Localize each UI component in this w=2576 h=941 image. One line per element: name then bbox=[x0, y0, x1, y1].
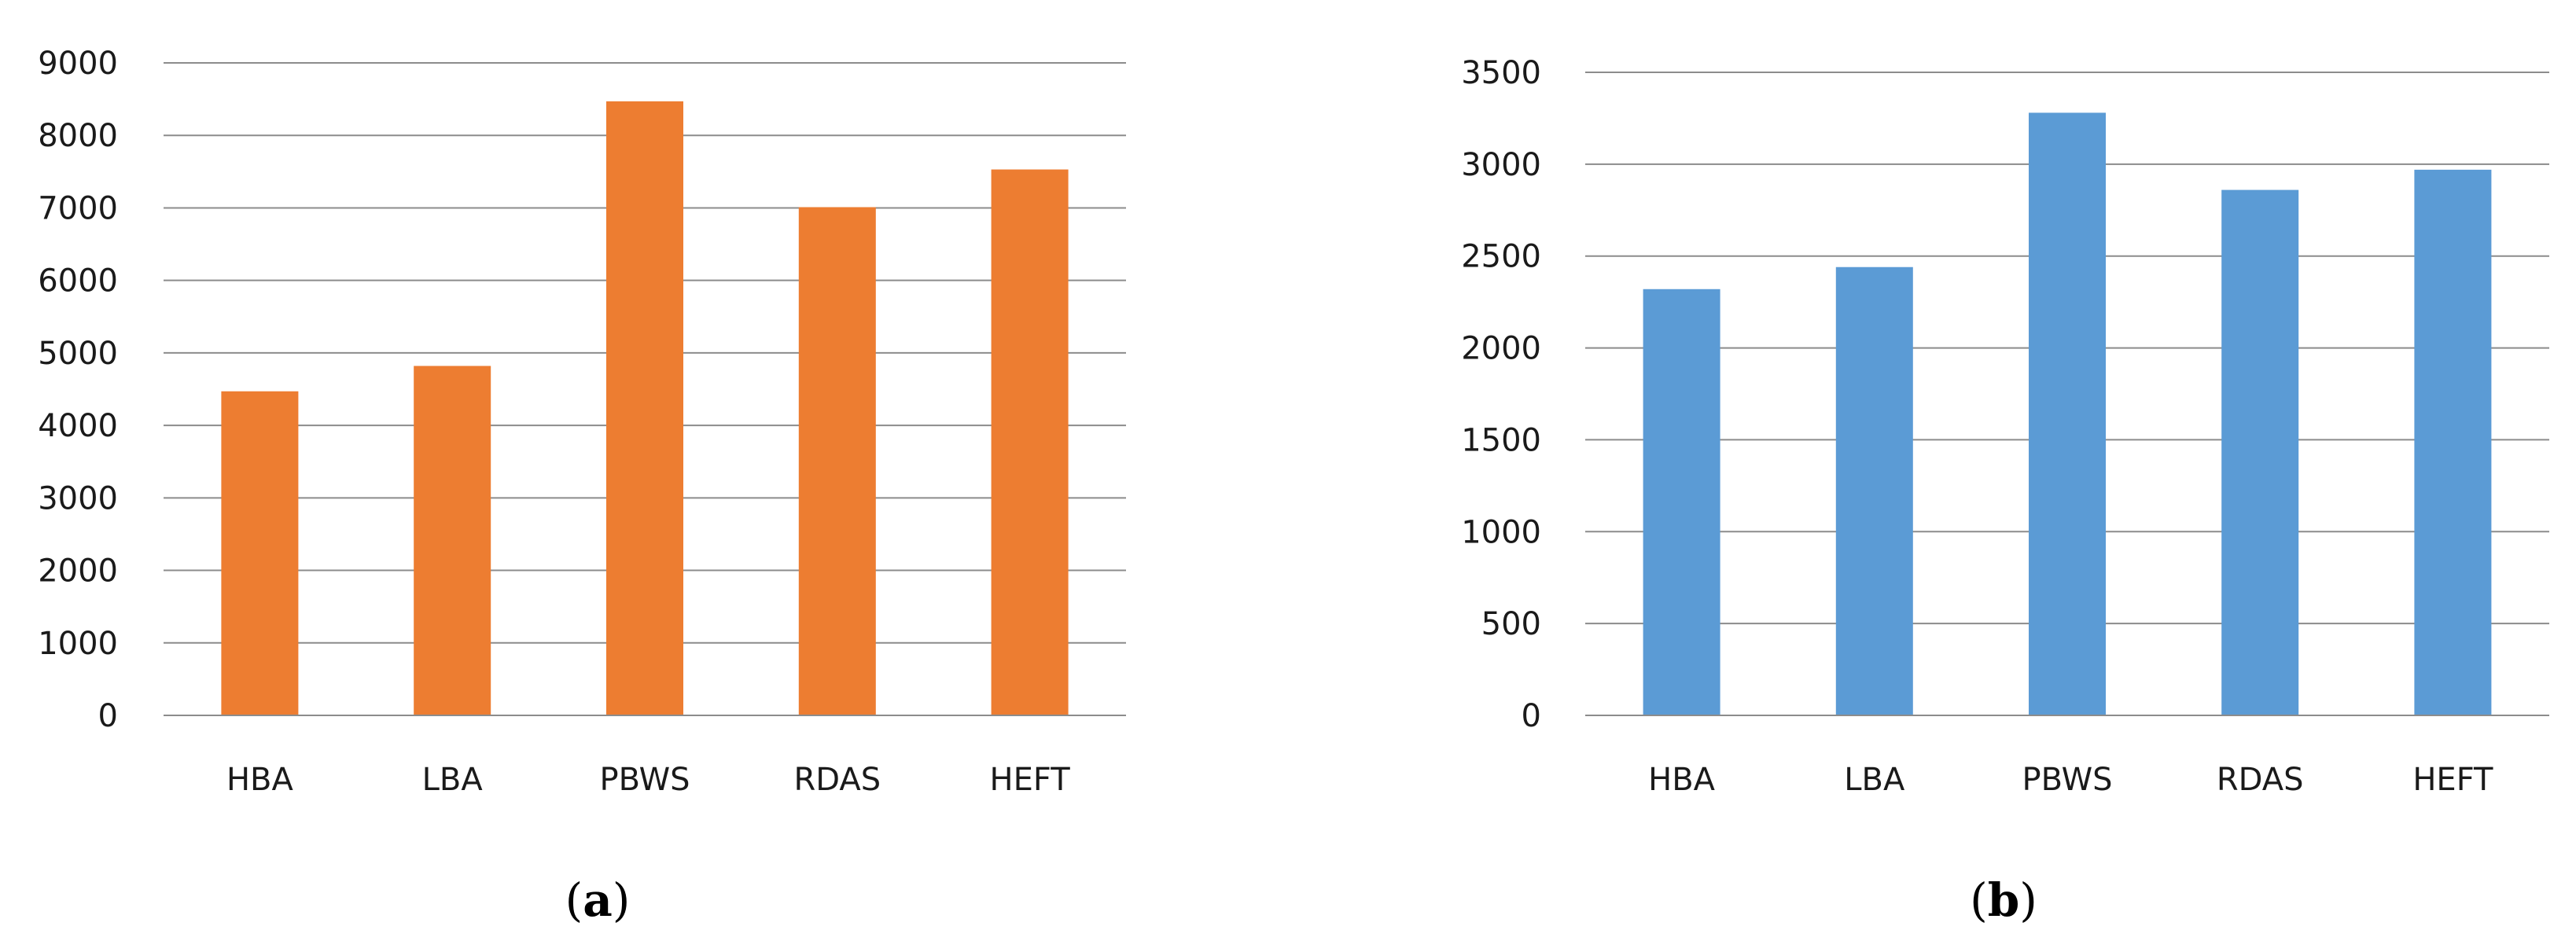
y-tick-labels: 0 500 1000 1500 2000 2500 3000 3500 bbox=[1461, 55, 1541, 734]
bars bbox=[221, 101, 1069, 716]
x-tick-label: LBA bbox=[422, 762, 484, 798]
y-tick-label: 8000 bbox=[38, 118, 118, 154]
y-tick-labels: 0 1000 2000 3000 4000 5000 6000 7000 8000 9000 bbox=[38, 46, 118, 734]
x-tick-label: HEFT bbox=[990, 762, 1071, 798]
y-tick-label: 2000 bbox=[1461, 331, 1541, 367]
chart-b: 0 500 1000 1500 2000 2500 3000 3500 HBA LBA PBWS R… bbox=[1461, 55, 2549, 927]
bar-lba bbox=[1835, 266, 1913, 715]
y-tick-label: 9000 bbox=[38, 46, 118, 82]
y-tick-label: 5000 bbox=[38, 336, 118, 372]
y-tick-label: 2000 bbox=[38, 553, 118, 590]
bar-rdas bbox=[798, 207, 876, 715]
bar-hba bbox=[221, 391, 299, 715]
y-tick-label: 0 bbox=[98, 698, 118, 734]
bar-heft bbox=[2414, 169, 2492, 715]
y-tick-label: 3000 bbox=[38, 480, 118, 516]
y-tick-label: 1000 bbox=[38, 626, 118, 662]
y-tick-label: 1000 bbox=[1461, 514, 1541, 550]
bar-pbws bbox=[606, 101, 683, 715]
bar-rdas bbox=[2221, 189, 2299, 715]
bars bbox=[1643, 112, 2492, 716]
chart-a: 0 1000 2000 3000 4000 5000 6000 7000 8000 9000 HB… bbox=[38, 46, 1126, 927]
y-tick-label: 7000 bbox=[38, 190, 118, 226]
bar-lba bbox=[414, 366, 491, 715]
bar-pbws bbox=[2029, 112, 2106, 716]
y-tick-label: 3500 bbox=[1461, 55, 1541, 91]
x-tick-label: LBA bbox=[1844, 762, 1905, 798]
x-tick-label: PBWS bbox=[599, 762, 690, 798]
x-tick-label: RDAS bbox=[2217, 762, 2304, 798]
y-tick-label: 3000 bbox=[1461, 147, 1541, 183]
bar-hba bbox=[1643, 289, 1720, 716]
x-tick-label: HBA bbox=[1648, 762, 1716, 798]
y-tick-label: 6000 bbox=[38, 263, 118, 300]
y-tick-label: 500 bbox=[1481, 606, 1541, 642]
x-tick-label: HBA bbox=[226, 762, 294, 798]
y-tick-label: 0 bbox=[1522, 698, 1541, 734]
y-tick-label: 4000 bbox=[38, 408, 118, 444]
x-tick-label: PBWS bbox=[2022, 762, 2112, 798]
x-tick-labels: HBA LBA PBWS RDAS HEFT bbox=[1648, 762, 2493, 798]
y-tick-label: 1500 bbox=[1461, 422, 1541, 458]
x-tick-label: HEFT bbox=[2412, 762, 2493, 798]
x-tick-labels: HBA LBA PBWS RDAS HEFT bbox=[226, 762, 1070, 798]
x-tick-label: RDAS bbox=[793, 762, 881, 798]
bar-heft bbox=[991, 169, 1069, 716]
y-tick-label: 2500 bbox=[1461, 239, 1541, 275]
panel-label-b: (b) bbox=[1970, 873, 2037, 927]
panel-label-a: (a) bbox=[565, 873, 631, 927]
